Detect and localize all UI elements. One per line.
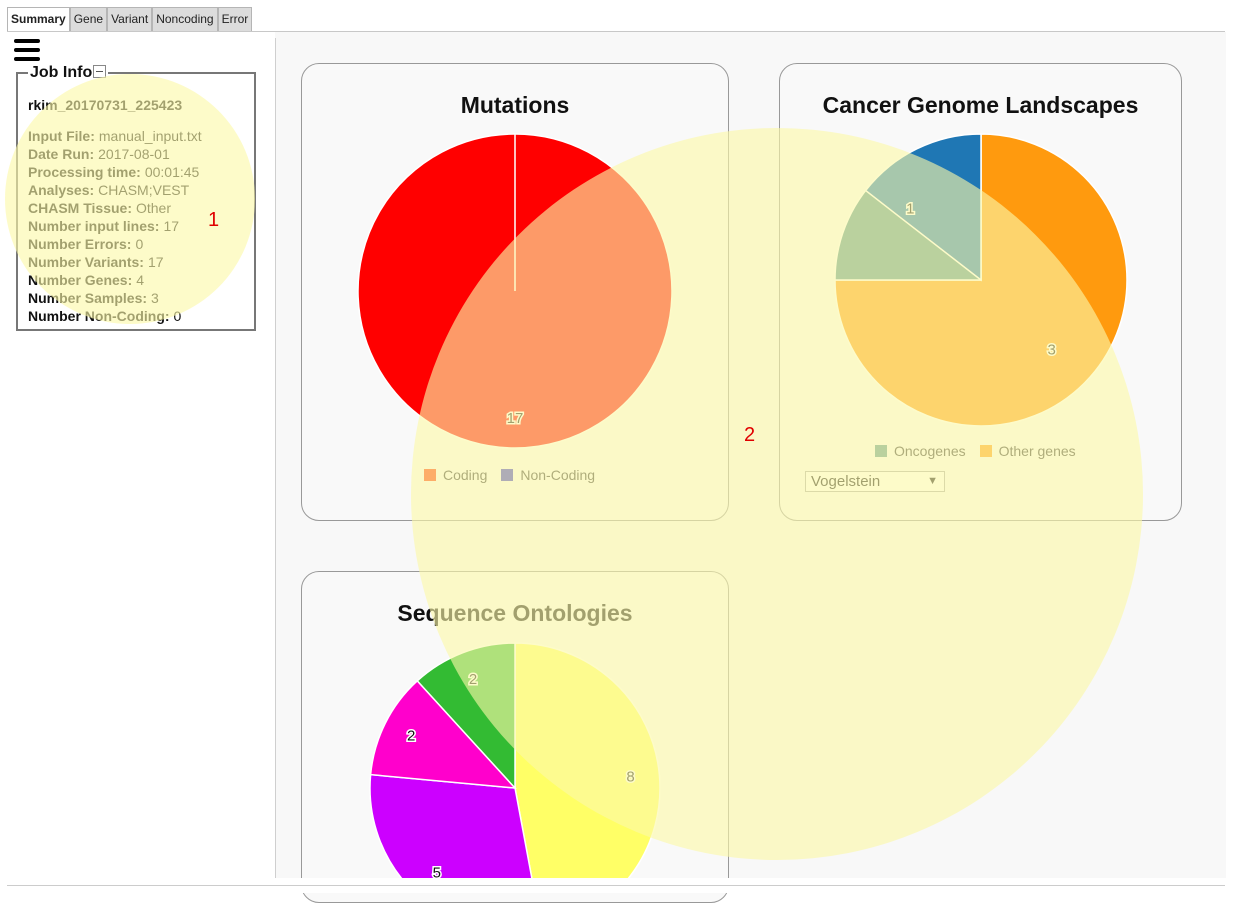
- legend-label: Oncogenes: [894, 443, 966, 459]
- dropdown-arrow-icon: ▼: [927, 475, 938, 487]
- tab-bar: Summary Gene Variant Noncoding Error: [7, 7, 253, 32]
- job-field-row: Number Samples: 3: [28, 289, 244, 307]
- mutations-legend: Coding Non-Coding: [424, 467, 595, 483]
- ontologies-slice-label-3: 2: [469, 671, 477, 688]
- job-info-box: Job Info rkim_20170731_225423 Input File…: [16, 64, 256, 331]
- landscapes-title: Cancer Genome Landscapes: [822, 92, 1139, 118]
- field-value: 2017-08-01: [98, 146, 170, 162]
- field-value: 4: [136, 272, 145, 288]
- field-value: 0: [173, 308, 182, 324]
- mutations-slice-label-0: 17: [507, 410, 524, 427]
- tab-noncoding[interactable]: Noncoding: [152, 7, 218, 31]
- landscapes-oncogene-label: 1: [906, 200, 914, 217]
- field-key: Number Non-Coding:: [28, 308, 170, 324]
- ontologies-slice-1[interactable]: [370, 775, 542, 882]
- field-value: CHASM;VEST: [98, 182, 190, 198]
- ontologies-pie-chart: 8 5 2 2: [369, 642, 661, 882]
- mutations-title: Mutations: [460, 92, 570, 118]
- field-value: 3: [151, 290, 159, 306]
- job-field-row: Number Genes: 4: [28, 271, 244, 289]
- field-key: Processing time:: [28, 164, 141, 180]
- menu-icon[interactable]: [14, 39, 40, 61]
- job-info-legend: Job Info: [28, 64, 108, 82]
- gene-list-select[interactable]: Vogelstein ▼: [805, 471, 945, 492]
- tab-summary[interactable]: Summary: [7, 7, 70, 32]
- field-value: manual_input.txt: [98, 128, 202, 144]
- field-key: Date Run:: [28, 146, 95, 162]
- tab-gene[interactable]: Gene: [69, 7, 108, 31]
- field-key: Number Variants:: [28, 254, 144, 270]
- field-key: Input File:: [28, 128, 95, 144]
- job-field-row: Number Non-Coding: 0: [28, 307, 244, 325]
- legend-swatch: [979, 445, 992, 457]
- job-field-row: Analyses: CHASM;VEST: [28, 181, 244, 199]
- legend-label: Other genes: [998, 443, 1076, 459]
- landscapes-slice-label-0: 3: [1048, 342, 1056, 359]
- legend-label: Non-Coding: [520, 467, 596, 483]
- ontologies-slice-label-0: 8: [626, 768, 634, 785]
- job-field-row: Date Run: 2017-08-01: [28, 145, 244, 163]
- field-key: Number Samples:: [28, 290, 148, 306]
- tab-divider: [7, 31, 1225, 32]
- tab-error[interactable]: Error: [217, 7, 253, 31]
- legend-swatch: [875, 445, 887, 457]
- legend-item-oncogenes[interactable]: Oncogenes: [875, 443, 966, 459]
- bottom-line: [7, 885, 1225, 886]
- job-field-row: Number Errors: 0: [28, 235, 244, 253]
- job-name: rkim_20170731_225423: [28, 97, 183, 113]
- field-value: 00:01:45: [144, 164, 200, 180]
- collapse-icon[interactable]: [93, 65, 107, 79]
- select-value: Vogelstein: [811, 473, 881, 490]
- field-value: 17: [163, 218, 180, 234]
- job-field-row: Processing time: 00:01:45: [28, 163, 244, 181]
- legend-swatch: [501, 469, 514, 481]
- field-key: Analyses:: [28, 182, 95, 198]
- sidebar-divider: [275, 38, 276, 878]
- annotation-label-1: 1: [208, 209, 220, 231]
- mutations-pie-chart: 17: [357, 133, 673, 449]
- job-field-row: Number Variants: 17: [28, 253, 244, 271]
- annotation-label-2: 2: [744, 424, 756, 446]
- legend-swatch: [424, 469, 436, 481]
- field-value: Other: [135, 200, 171, 216]
- field-value: 0: [135, 236, 144, 252]
- field-key: Number input lines:: [28, 218, 160, 234]
- job-info-title: Job Info: [30, 64, 93, 81]
- job-field-row: Input File: manual_input.txt: [28, 127, 244, 145]
- legend-label: Coding: [443, 467, 488, 483]
- tab-variant[interactable]: Variant: [107, 7, 153, 31]
- ontologies-slice-label-2: 2: [407, 727, 415, 744]
- landscapes-pie-chart: 311: [834, 133, 1128, 427]
- landscapes-legend: Oncogenes Other genes: [875, 443, 1076, 459]
- ontologies-slice-label-1: 5: [433, 865, 441, 882]
- field-key: CHASM Tissue:: [28, 200, 132, 216]
- legend-item-coding[interactable]: Coding: [424, 467, 487, 483]
- legend-item-other-genes[interactable]: Other genes: [979, 443, 1076, 459]
- field-key: Number Genes:: [28, 272, 133, 288]
- field-value: 17: [147, 254, 164, 270]
- ontologies-slice-0[interactable]: [515, 643, 660, 882]
- legend-item-noncoding[interactable]: Non-Coding: [501, 467, 595, 483]
- field-key: Number Errors:: [28, 236, 132, 252]
- ontologies-title: Sequence Ontologies: [397, 600, 633, 626]
